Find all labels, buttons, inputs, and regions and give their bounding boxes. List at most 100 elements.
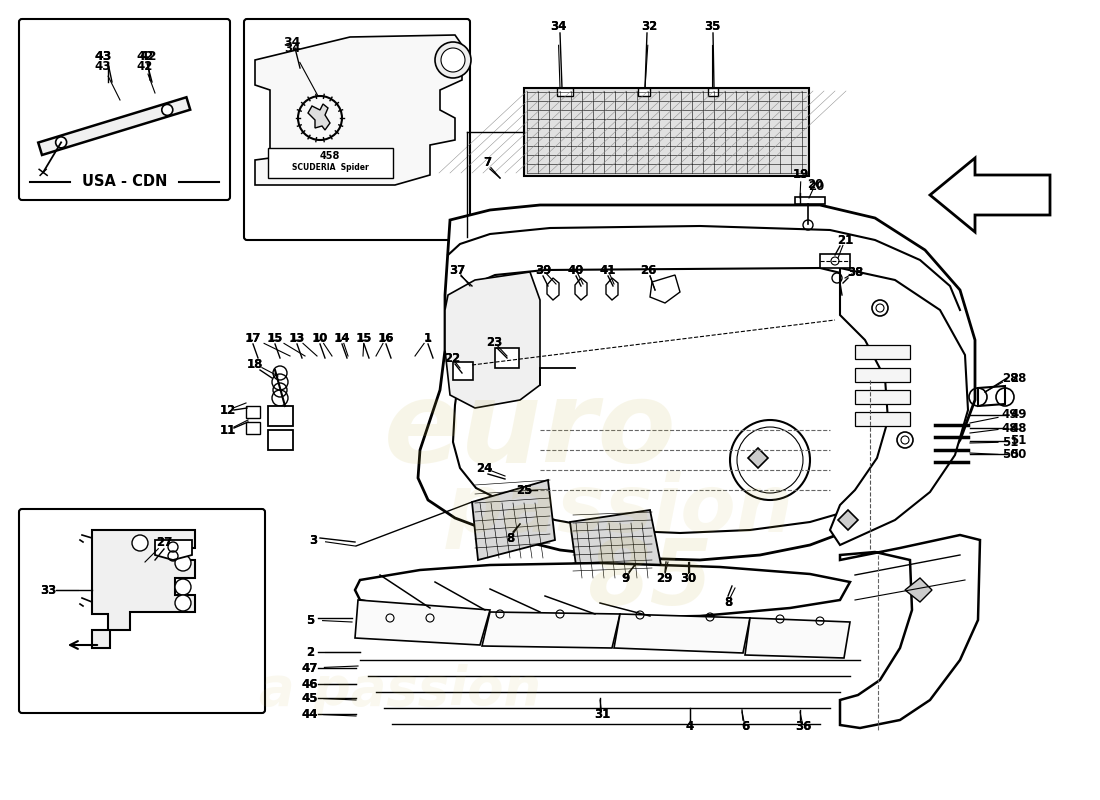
Bar	[557, 88, 573, 96]
Bar	[855, 412, 910, 426]
Text: 18: 18	[246, 358, 263, 370]
Bar	[268, 148, 393, 178]
Bar	[855, 368, 910, 382]
Text: 15: 15	[355, 331, 372, 345]
Text: passion: passion	[447, 471, 794, 549]
Text: 28: 28	[1002, 371, 1019, 385]
Polygon shape	[978, 386, 1005, 406]
Text: 458: 458	[320, 151, 340, 161]
Polygon shape	[355, 563, 850, 618]
Text: 30: 30	[680, 571, 696, 585]
Polygon shape	[570, 510, 662, 580]
Text: 17: 17	[245, 333, 261, 343]
Text: 43: 43	[95, 50, 112, 62]
Polygon shape	[482, 612, 620, 648]
Circle shape	[175, 595, 191, 611]
Circle shape	[162, 104, 173, 115]
Text: 18: 18	[246, 358, 263, 370]
Polygon shape	[308, 104, 330, 130]
Text: 10: 10	[312, 331, 328, 345]
Text: 34: 34	[550, 21, 566, 34]
Text: 13: 13	[289, 331, 305, 345]
Text: 29: 29	[656, 571, 672, 585]
Text: 26: 26	[640, 263, 657, 277]
Text: 12: 12	[220, 403, 236, 417]
Text: 33: 33	[40, 583, 56, 597]
FancyBboxPatch shape	[19, 509, 265, 713]
Text: 16: 16	[377, 331, 394, 345]
Text: 6: 6	[741, 719, 749, 733]
Text: 25: 25	[516, 483, 532, 497]
Polygon shape	[905, 578, 932, 602]
Text: 47: 47	[301, 662, 318, 674]
Text: 23: 23	[486, 335, 502, 349]
Text: a passion: a passion	[258, 664, 541, 716]
Text: 40: 40	[568, 263, 584, 277]
Text: 9: 9	[621, 571, 630, 585]
Text: 45: 45	[301, 691, 318, 705]
Text: 42: 42	[136, 59, 153, 73]
Text: 41: 41	[600, 263, 616, 277]
Text: 7: 7	[483, 157, 491, 170]
Text: 10: 10	[312, 333, 328, 343]
Text: 30: 30	[680, 571, 696, 585]
Text: 19: 19	[793, 169, 810, 182]
Polygon shape	[155, 540, 192, 560]
Text: 21: 21	[837, 234, 854, 246]
Text: 4: 4	[686, 719, 694, 733]
FancyBboxPatch shape	[19, 19, 230, 200]
Text: 39: 39	[535, 263, 551, 277]
Text: 39: 39	[535, 263, 551, 277]
Text: 37: 37	[449, 263, 465, 277]
Text: 45: 45	[301, 691, 318, 705]
Text: 24: 24	[476, 462, 492, 474]
Bar	[495, 348, 519, 368]
Text: 5: 5	[306, 614, 315, 626]
Bar	[246, 422, 260, 434]
Text: 23: 23	[486, 335, 502, 349]
Polygon shape	[840, 535, 980, 728]
Text: 2: 2	[306, 646, 315, 658]
Bar	[820, 254, 850, 268]
Text: 24: 24	[476, 462, 492, 474]
Polygon shape	[606, 278, 618, 300]
Text: 14: 14	[334, 333, 350, 343]
Text: 51: 51	[1010, 434, 1026, 447]
Text: 42: 42	[136, 50, 154, 62]
Circle shape	[132, 535, 148, 551]
Text: 5: 5	[306, 614, 315, 626]
Circle shape	[175, 555, 191, 571]
Text: 32: 32	[641, 21, 657, 34]
Text: 11: 11	[220, 423, 236, 437]
Text: 25: 25	[516, 483, 532, 497]
Text: 47: 47	[301, 662, 318, 674]
Text: 13: 13	[289, 333, 305, 343]
Text: 11: 11	[220, 423, 236, 437]
Text: 27: 27	[156, 537, 172, 550]
Text: 44: 44	[301, 707, 318, 721]
Text: 42: 42	[140, 50, 156, 62]
Circle shape	[434, 42, 471, 78]
Text: 37: 37	[449, 263, 465, 277]
Text: 8: 8	[724, 595, 733, 609]
Bar	[246, 406, 260, 418]
Polygon shape	[547, 278, 559, 300]
Polygon shape	[472, 480, 556, 560]
Polygon shape	[418, 205, 975, 560]
Text: 35: 35	[704, 21, 720, 34]
Polygon shape	[355, 600, 490, 645]
Text: 50: 50	[1010, 447, 1026, 461]
Text: 43: 43	[95, 50, 112, 62]
Text: 1: 1	[425, 333, 432, 343]
Text: 22: 22	[444, 351, 460, 365]
Circle shape	[56, 137, 67, 148]
Polygon shape	[255, 35, 462, 185]
Polygon shape	[575, 278, 587, 300]
Polygon shape	[92, 530, 195, 648]
Text: 33: 33	[40, 583, 56, 597]
Text: 26: 26	[640, 263, 657, 277]
Text: 15: 15	[267, 333, 283, 343]
Text: 44: 44	[301, 707, 318, 721]
Polygon shape	[650, 275, 680, 303]
Bar	[855, 345, 910, 359]
